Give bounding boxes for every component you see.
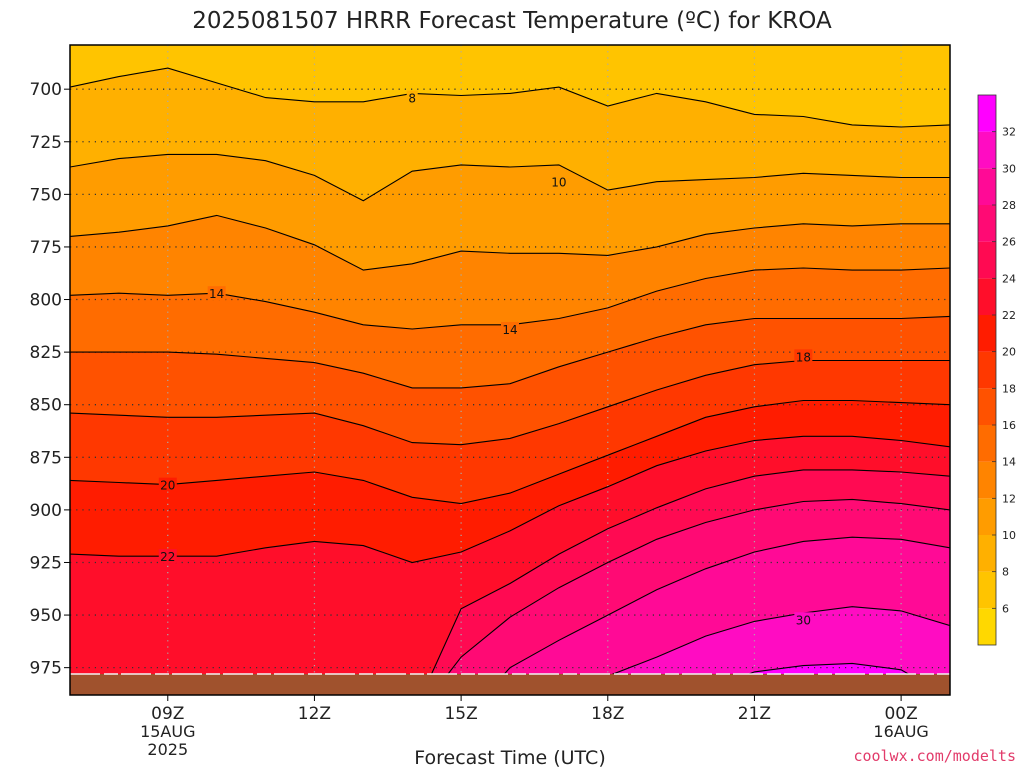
x-tick-date: 16AUG (873, 722, 928, 741)
y-tick-label: 875 (30, 448, 62, 468)
contour-line-8 (70, 67, 950, 128)
chart-title: 2025081507 HRRR Forecast Temperature (ºC… (192, 8, 832, 34)
x-tick-year: 2025 (147, 740, 188, 759)
colorbar-label: 24 (1002, 272, 1016, 285)
x-tick-label: 18Z (591, 704, 624, 724)
y-tick-label: 925 (30, 553, 62, 573)
colorbar: 6 8 10 12 14 16 18 20 22 24 26 28 30 32 (977, 94, 1016, 646)
colorbar-label: 8 (1002, 566, 1009, 579)
colorbar-label: 16 (1002, 419, 1016, 432)
colorbar-box (978, 351, 996, 389)
y-tick-label: 825 (30, 343, 62, 363)
contour-label-bg (406, 90, 418, 105)
contour-label: 14 (502, 323, 517, 337)
contour-label: 8 (408, 92, 416, 106)
colorbar-box (978, 608, 996, 645)
colorbar-box (978, 535, 996, 572)
colorbar-frame (977, 94, 997, 646)
colorbar-box (978, 425, 996, 462)
contour-label: 30 (796, 613, 811, 627)
colorbar-label: 10 (1002, 529, 1016, 542)
colorbar-box (978, 571, 996, 609)
colorbar-box (978, 95, 996, 132)
contour-label: 22 (160, 550, 175, 564)
contour-label-bg (158, 477, 177, 492)
colorbar-box (978, 241, 996, 279)
x-tick-label: 21Z (738, 704, 771, 724)
y-tick-label: 700 (30, 80, 62, 100)
contour-line-10 (70, 153, 950, 202)
colorbar-label: 28 (1002, 199, 1016, 212)
band-fill-18 (70, 360, 950, 504)
colorbar-label: 32 (1002, 126, 1016, 139)
x-tick-date: 15AUG (140, 722, 195, 741)
x-tick-label: 12Z (298, 704, 331, 724)
contour-line-22 (70, 435, 950, 564)
plot-area: 8 10 14 14 18 20 22 30 (70, 45, 950, 695)
contour-label-bg (158, 549, 177, 564)
y-tick-label: 950 (30, 606, 62, 626)
band-fill-20 (70, 400, 950, 563)
colorbar-label: 26 (1002, 236, 1016, 249)
contour-label-bg (794, 349, 813, 364)
colorbar-box (978, 498, 996, 535)
contour-line-26 (431, 498, 950, 695)
contour-line-28 (485, 536, 950, 695)
band-fill-12 (70, 215, 950, 329)
colorbar-label: 6 (1002, 602, 1009, 615)
x-tick-label: 00Z (884, 704, 917, 724)
band-fill-16 (70, 316, 950, 445)
x-axis-label: Forecast Time (UTC) (414, 747, 605, 768)
contour-label: 20 (160, 479, 175, 493)
contour-label: 10 (551, 176, 566, 190)
plot-frame (69, 44, 951, 696)
colorbar-box (978, 131, 996, 169)
colorbar-box (978, 278, 996, 315)
ground-strip (70, 673, 950, 695)
contour-label: 14 (209, 287, 224, 301)
y-tick-label: 775 (30, 238, 62, 258)
x-tick-label: 15Z (444, 704, 477, 724)
colorbar-label: 18 (1002, 382, 1016, 395)
y-axis: 700 725 750 775 800 825 850 875 900 925 950 975 (30, 80, 70, 679)
colorbar-label: 12 (1002, 492, 1016, 505)
y-tick-label: 725 (30, 133, 62, 153)
colorbar-box (978, 205, 996, 242)
colorbar-label: 14 (1002, 456, 1016, 469)
credit-text: coolwx.com/modelts (853, 747, 1016, 765)
colorbar-label: 22 (1002, 309, 1016, 322)
colorbar-box (978, 388, 996, 425)
contour-label-bg (501, 321, 519, 336)
colorbar-label: 30 (1002, 162, 1016, 175)
contour-line-12 (70, 214, 950, 271)
contour-label-bg (549, 174, 568, 189)
y-tick-label: 850 (30, 396, 62, 416)
colorbar-label: 20 (1002, 346, 1016, 359)
contour-label-bg (207, 286, 226, 301)
y-tick-label: 750 (30, 185, 62, 205)
contour-line-20 (70, 399, 950, 505)
contour-label: 18 (796, 350, 811, 364)
y-tick-label: 800 (30, 291, 62, 311)
contour-label-bg (794, 612, 813, 627)
contour-line-24 (421, 469, 950, 695)
band-fill-10 (70, 154, 950, 271)
colorbar-box (978, 168, 996, 205)
y-tick-label: 975 (30, 659, 62, 679)
colorbar-box (978, 315, 996, 352)
contour-line-30 (582, 606, 950, 695)
y-tick-label: 900 (30, 501, 62, 521)
x-tick-label: 09Z (151, 704, 184, 724)
contour-line-16 (70, 315, 950, 389)
colorbar-box (978, 461, 996, 499)
